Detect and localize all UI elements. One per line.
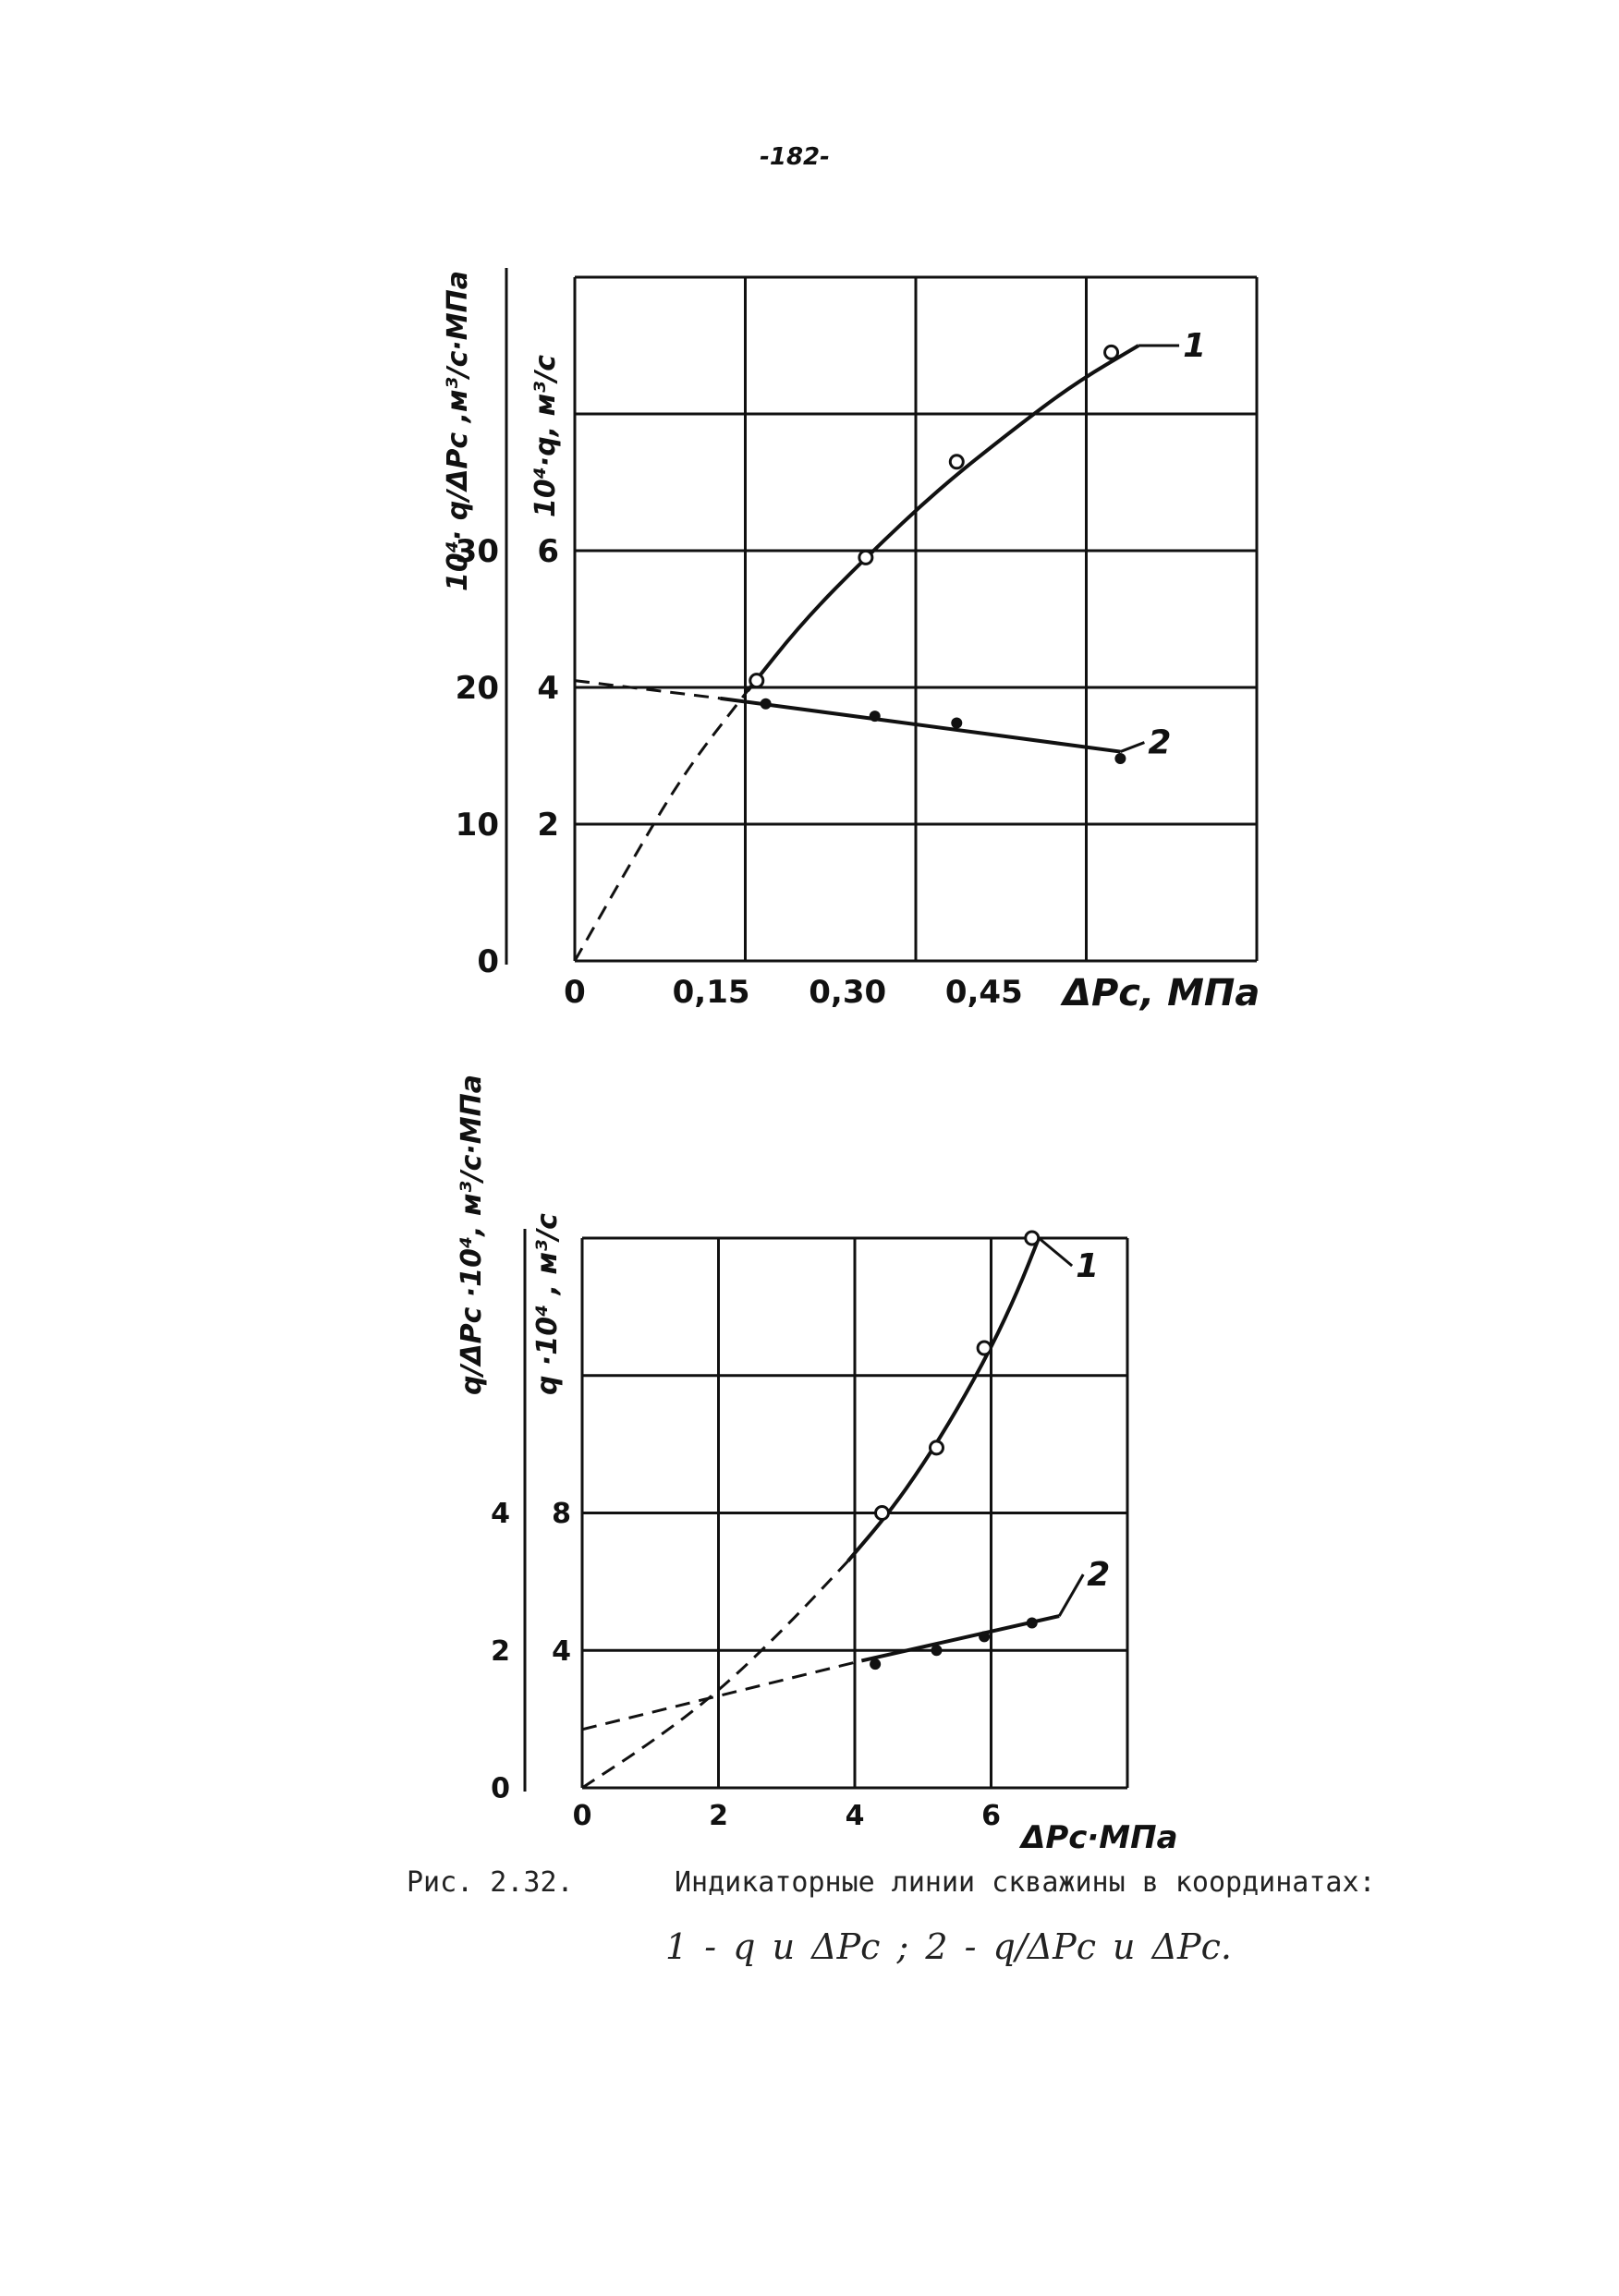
left-y-tick-label: 30: [456, 533, 499, 570]
right-y-tick-label: 6: [537, 533, 559, 570]
left-y-axis-title: q/ΔPc ·10⁴, м³/с·МПа: [456, 1075, 488, 1395]
x-tick-label: 6: [981, 1800, 1001, 1832]
series-2-line: [720, 696, 1121, 754]
series-1-point: [976, 1340, 992, 1356]
series-2-label: 2: [1087, 1556, 1110, 1594]
series-2-leader: [1057, 1573, 1085, 1617]
x-tick-label: 0: [573, 1800, 592, 1832]
left-y-tick-label: 20: [456, 670, 499, 707]
right-y-tick-label: 2: [537, 807, 559, 844]
series-1-point: [1024, 1230, 1041, 1246]
left-y-tick-label: 0: [477, 943, 499, 980]
series-1-line: [846, 1236, 1041, 1562]
series-2-line: [860, 1614, 1060, 1663]
series-2-point: [951, 717, 963, 729]
right-y-tick-label: 4: [552, 1635, 571, 1668]
series-2-label: 2: [1148, 724, 1171, 762]
series-2-curve: [720, 696, 1121, 754]
left-y-tick-label: 4: [491, 1498, 510, 1530]
series-2-curve: [860, 1614, 1060, 1663]
series-1-label: 1: [1183, 327, 1206, 365]
series-2-point: [1114, 752, 1126, 764]
x-axis-title: ΔPc·МПа: [1018, 1819, 1178, 1856]
page-number: -182-: [760, 143, 830, 171]
series-2-point: [760, 698, 772, 710]
grid-lines: [573, 275, 1259, 963]
right-y-tick-label: 8: [552, 1498, 571, 1530]
series-2-point: [870, 1658, 882, 1670]
figure-caption-text: Индикаторные линии скважины в координата…: [675, 1866, 1376, 1899]
x-tick-label: 0: [564, 974, 586, 1011]
left-y-axis-title: 10⁴· q/ΔPc ,м³/с·МПа: [442, 271, 474, 591]
series-1-dashed-line: [581, 1560, 849, 1790]
series-1-leader: [1038, 1236, 1074, 1268]
series-2-dashed-line: [581, 1658, 862, 1731]
series-2-extrapolation: [574, 679, 721, 700]
series-1-point: [858, 549, 874, 565]
series-1-label: 1: [1076, 1247, 1099, 1285]
series-2-dashed-line: [574, 679, 721, 700]
series-2-point: [931, 1645, 943, 1657]
series-1-point: [749, 673, 765, 689]
figure-caption: Рис. 2.32. Индикаторные линии скважины в …: [407, 1866, 1516, 1899]
series-points: 12: [870, 1230, 1110, 1670]
x-tick-label: 2: [709, 1800, 728, 1832]
series-1-curve: [746, 344, 1140, 692]
series-1-curve: [846, 1236, 1041, 1562]
left-y-tick-label: 2: [491, 1635, 510, 1668]
x-tick-label: 0,30: [809, 974, 886, 1011]
series-2-leader: [1119, 741, 1145, 753]
series-1-extrapolation: [573, 689, 749, 962]
series-1-dashed-line: [573, 689, 749, 962]
series-1-point: [1103, 344, 1120, 360]
figure-caption-legend: 1 - q и ΔPc ; 2 - q/ΔPc и ΔPc.: [665, 1926, 1232, 1967]
series-1-point: [948, 454, 965, 470]
series-2-point: [1026, 1617, 1038, 1629]
grid-lines: [580, 1236, 1129, 1790]
series-1-line: [746, 344, 1140, 692]
series-points: 12: [749, 327, 1206, 764]
series-2-extrapolation: [581, 1658, 862, 1731]
x-tick-label: 0,15: [673, 974, 750, 1011]
series-2-point: [869, 711, 881, 723]
series-1-point: [929, 1440, 944, 1456]
tick-labels: 0 2 4 6 0 2 4 4 8: [491, 1498, 1001, 1832]
axis-titles: ΔPc, МПа 10⁴· q/ΔPc ,м³/с·МПа 10⁴·q, м³/с: [442, 271, 1260, 1014]
series-1-extrapolation: [581, 1560, 849, 1790]
right-y-axis-title: 10⁴·q, м³/с: [530, 355, 562, 517]
series-1-point: [874, 1505, 890, 1521]
x-tick-label: 4: [846, 1800, 865, 1832]
left-y-tick-label: 10: [456, 807, 499, 844]
right-y-axis-title: q ·10⁴ , м³/с: [531, 1213, 564, 1395]
x-tick-label: 0,45: [945, 974, 1023, 1011]
right-y-tick-label: 4: [537, 670, 559, 707]
axis-titles: ΔPc·МПа q/ΔPc ·10⁴, м³/с·МПа q ·10⁴ , м³/с: [456, 1075, 1178, 1856]
series-2-point: [979, 1631, 991, 1643]
tick-labels: 0 0,15 0,30 0,45 0 10 20 30 2 4 6: [456, 533, 1023, 1011]
left-y-tick-label: 0: [491, 1773, 510, 1805]
figure-label: Рис. 2.32.: [407, 1866, 574, 1899]
x-axis-title: ΔPc, МПа: [1060, 972, 1260, 1014]
